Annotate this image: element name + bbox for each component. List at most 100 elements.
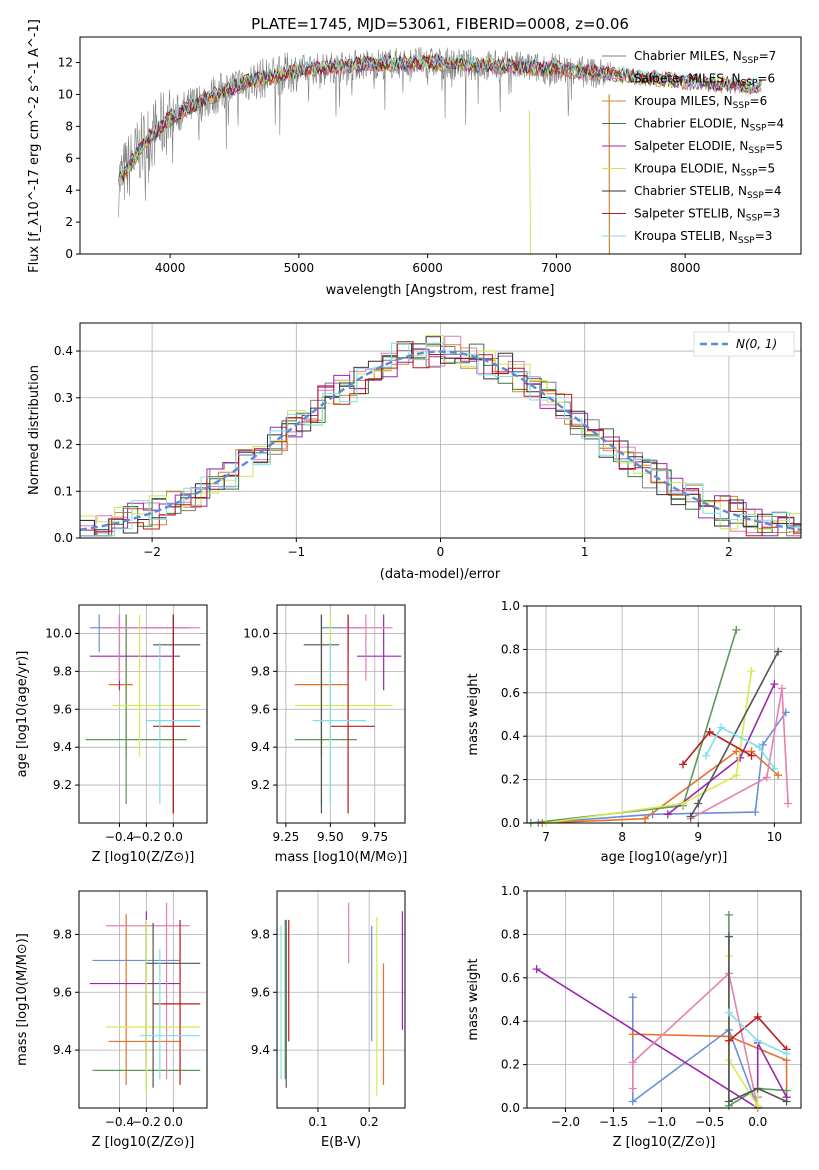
ebv-ytick-label: 9.6 [251, 985, 270, 999]
mwage-point [736, 753, 745, 762]
hist-gaussian-line [79, 350, 802, 531]
mwz-point [724, 932, 733, 941]
agemass-ytick-label: 9.8 [251, 664, 270, 678]
mwage-point [751, 808, 760, 817]
spectrum-xtick-label: 6000 [412, 261, 443, 275]
hist-xtick-label: 0 [437, 545, 445, 559]
spectrum-ytick-label: 0 [65, 247, 73, 261]
legend-entry-6: Chabrier STELIB, NSSP=4 [634, 184, 782, 201]
mwage-point [679, 799, 688, 808]
spectrum-xlabel: wavelength [Angstrom, rest frame] [326, 283, 555, 298]
legend-count: =3 [763, 207, 781, 221]
massz-xtick-label: 0.0 [164, 1115, 183, 1129]
mwage-point [732, 625, 741, 634]
legend-subscript: SSP [741, 169, 758, 179]
mwz-ytick-label: 0.6 [501, 971, 520, 985]
agez-xtick-label: −0.2 [132, 830, 161, 844]
hist-ytick-label: 0.2 [54, 438, 73, 452]
mwage-axes [526, 605, 802, 824]
legend-subscript: SSP [750, 124, 767, 134]
spectrum-drop [528, 110, 532, 254]
hist-series-8 [80, 342, 801, 537]
mwz-xlabel: Z [log10(Z/Z⊙)] [613, 1135, 716, 1150]
legend-subscript: SSP [741, 79, 758, 89]
massz-ytick-label: 9.8 [53, 927, 72, 941]
mwz-axes [526, 890, 802, 1109]
mwage-point [747, 751, 756, 760]
mwage-ytick-label: 0.6 [501, 686, 520, 700]
mwage-series-line [705, 726, 776, 770]
mwz-point [724, 1097, 733, 1106]
legend-label: Kroupa ELODIE, N [634, 162, 741, 176]
legend-count: =6 [757, 72, 775, 86]
agemass-xtick-label: 9.50 [317, 830, 344, 844]
hist-series-6 [80, 336, 801, 537]
spectrum-xtick-label: 5000 [284, 261, 315, 275]
mwage-ytick-label: 0.8 [501, 642, 520, 656]
hist-ylabel: Normed distribution [27, 365, 42, 495]
legend-subscript: SSP [747, 191, 764, 201]
legend-entry-7: Salpeter STELIB, NSSP=3 [634, 207, 780, 224]
legend-subscript: SSP [746, 214, 763, 224]
agemass-ytick-label: 9.6 [251, 702, 270, 716]
hist-xtick-label: −1 [287, 545, 305, 559]
mwz-ytick-label: 1.0 [501, 884, 520, 898]
hist-axes [79, 322, 802, 539]
hist-xlabel: (data-model)/error [380, 567, 501, 582]
legend-entry-8: Kroupa STELIB, NSSP=3 [634, 229, 772, 246]
legend-subscript: SSP [748, 146, 765, 156]
hist-xtick-label: 1 [581, 545, 589, 559]
mwage-point [705, 727, 714, 736]
agez-ytick-label: 9.2 [53, 778, 72, 792]
mwz-point [628, 1084, 637, 1093]
mwage-xtick-label: 9 [694, 830, 702, 844]
mwz-point [532, 965, 541, 974]
spectrum-ytick-label: 6 [65, 151, 73, 165]
mwage-series-line [690, 688, 789, 820]
mwz-point [782, 1097, 791, 1106]
legend-count: =6 [750, 94, 768, 108]
massz-xtick-label: −0.4 [105, 1115, 134, 1129]
mwz-point [628, 1058, 637, 1067]
mwz-point [724, 910, 733, 919]
legend-label: Salpeter ELODIE, N [634, 139, 748, 153]
legend-count: =4 [764, 184, 782, 198]
hist-xtick-label: −2 [143, 545, 161, 559]
legend-subscript: SSP [733, 101, 750, 111]
agemass-xtick-label: 9.75 [361, 830, 388, 844]
massz-ytick-label: 9.4 [53, 1043, 72, 1057]
legend-label: Salpeter STELIB, N [634, 207, 746, 221]
massz-xlabel: Z [log10(Z/Z⊙)] [92, 1135, 195, 1150]
legend-entry-1: Salpeter MILES, NSSP=6 [634, 72, 775, 89]
mwage-xtick-label: 10 [767, 830, 782, 844]
mwz-series-line [728, 956, 759, 1109]
mwz-ylabel: mass weight [466, 958, 481, 1040]
spectrum-plot-area [118, 47, 762, 254]
hist-ytick-label: 0.4 [54, 344, 73, 358]
legend-label: Chabrier MILES, N [634, 49, 742, 63]
mwz-xtick-label: −1.5 [599, 1115, 628, 1129]
hist-ytick-label: 0.3 [54, 391, 73, 405]
mwz-ytick-label: 0.2 [501, 1058, 520, 1072]
mwage-point [747, 667, 756, 676]
legend-count: =3 [755, 229, 773, 243]
mwage-xlabel: age [log10(age/yr)] [601, 850, 728, 865]
mwage-ytick-label: 1.0 [501, 599, 520, 613]
legend-label: Chabrier STELIB, N [634, 184, 747, 198]
mwage-point [732, 771, 741, 780]
mwage-point [663, 810, 672, 819]
mwz-series-line [632, 971, 759, 1109]
spectrum-model-line-7 [118, 53, 762, 180]
mwage-point [701, 751, 710, 760]
hist-legend-label: N(0, 1) [736, 337, 777, 351]
legend-entry-3: Chabrier ELODIE, NSSP=4 [634, 117, 784, 134]
legend-count: =5 [757, 162, 775, 176]
hist-ytick-label: 0.0 [54, 531, 73, 545]
legend-count: =5 [765, 139, 783, 153]
spectrum-ytick-label: 4 [65, 183, 73, 197]
mwz-series-line [728, 936, 787, 1103]
mwage-series-line [545, 670, 753, 824]
ebv-axes [276, 890, 406, 1109]
spectrum-ylabel: Flux [f_λ10^-17 erg cm^-2 s^-1 A^-1] [27, 19, 42, 273]
mwage-point [732, 747, 741, 756]
